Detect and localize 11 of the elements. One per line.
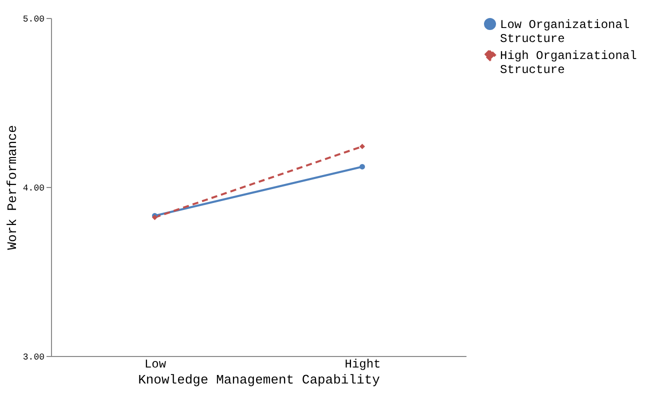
x-axis-title: Knowledge Management Capability	[138, 372, 380, 388]
legend-label: High Organizational Structure	[500, 49, 637, 77]
y-tick-label: 5.00	[22, 14, 44, 24]
y-tick-label: 4.00	[22, 184, 44, 194]
legend-label: Low Organizational Structure	[500, 18, 630, 46]
y-tick-label: 3.00	[22, 352, 44, 362]
point	[360, 164, 365, 170]
x-tick-label: Low	[144, 358, 167, 372]
x-tick-label: Hight	[344, 358, 381, 372]
y-axis-title: Work Performance	[4, 125, 20, 250]
point	[360, 144, 365, 150]
